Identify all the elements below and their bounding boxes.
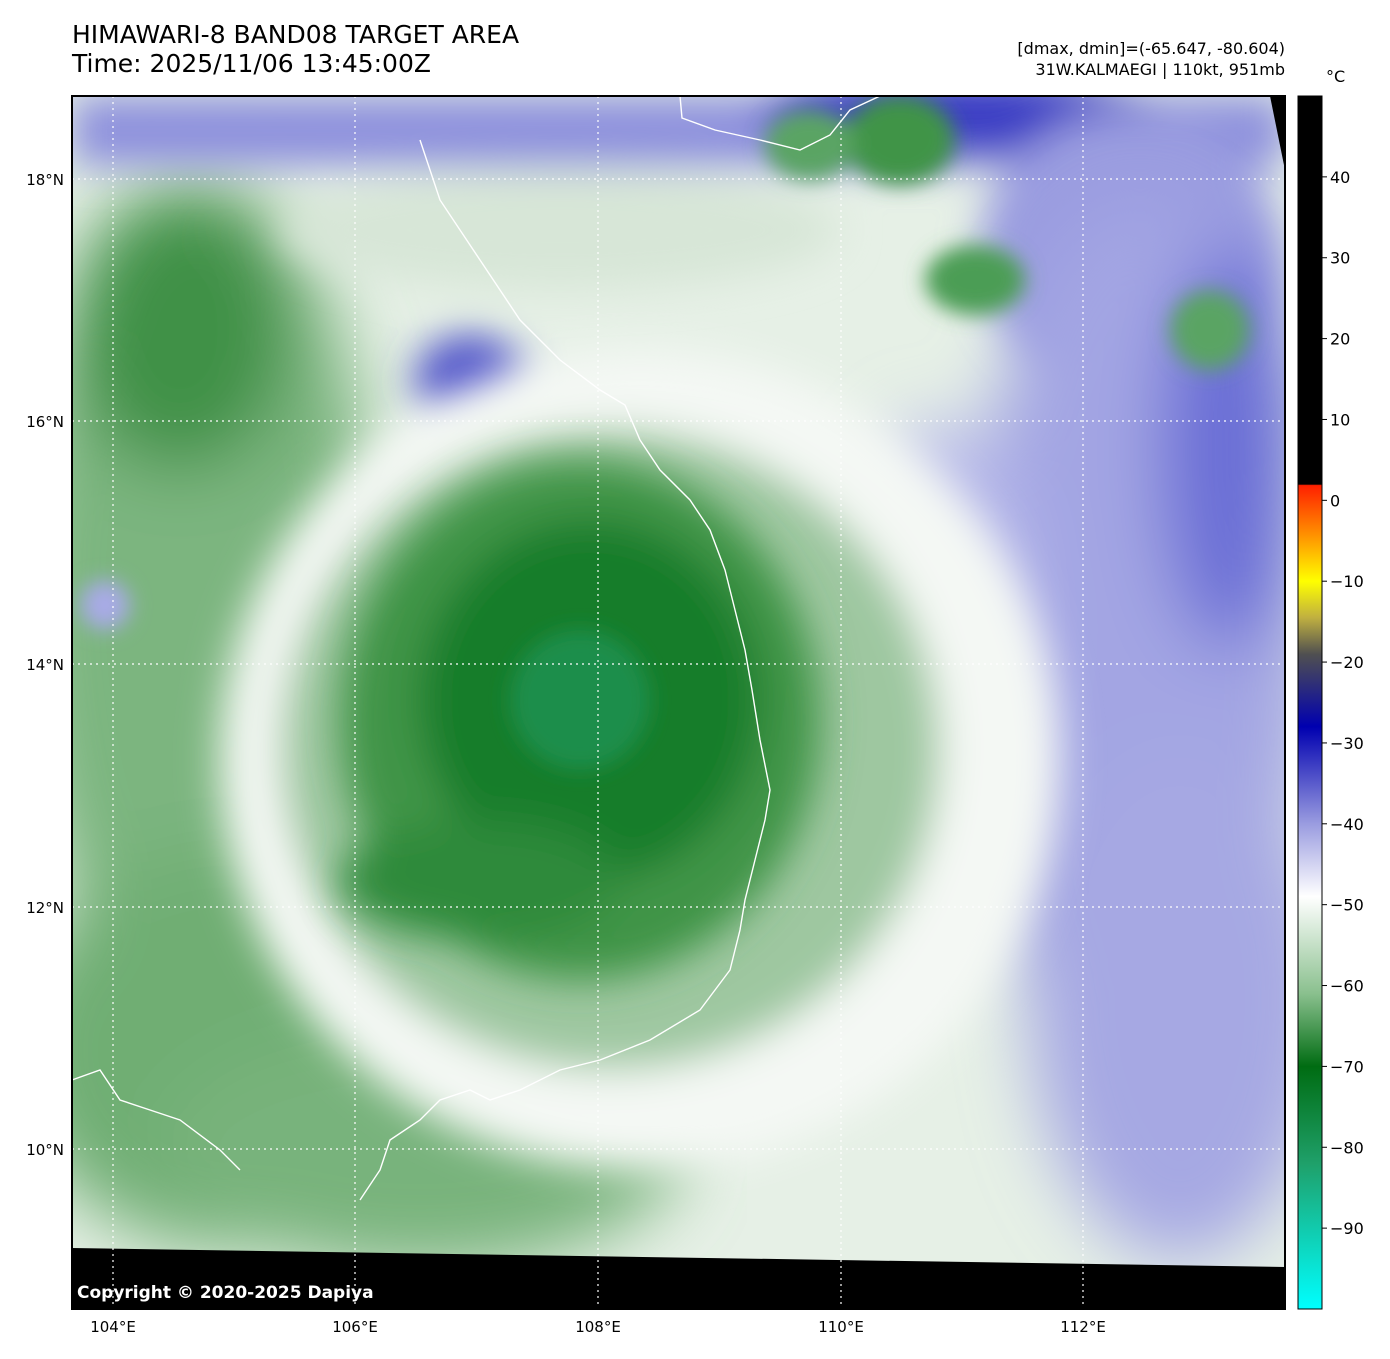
colorbar xyxy=(1297,95,1323,1310)
graticule xyxy=(72,96,1285,1309)
title-line-1: HIMAWARI-8 BAND08 TARGET AREA xyxy=(72,20,520,49)
colorbar-tick-label: 10 xyxy=(1330,410,1350,429)
colorbar-tick-label: −50 xyxy=(1330,896,1364,915)
storm-label: 31W.KALMAEGI | 110kt, 951mb xyxy=(1035,60,1285,79)
colorbar-tick-label: 30 xyxy=(1330,249,1350,268)
lon-label: 104°E xyxy=(90,1318,136,1336)
lon-label: 108°E xyxy=(575,1318,621,1336)
colorbar-tick-label: 20 xyxy=(1330,330,1350,349)
lat-axis: 18°N 16°N 14°N 12°N 10°N xyxy=(26,171,64,1159)
lon-label: 110°E xyxy=(818,1318,864,1336)
colorbar-tick-label: −30 xyxy=(1330,734,1364,753)
colorbar-tick-label: −60 xyxy=(1330,977,1364,996)
lat-label: 18°N xyxy=(26,171,64,189)
colorbar-tick-label: 40 xyxy=(1330,168,1350,187)
map-frame xyxy=(71,95,1286,1310)
colorbar-tick-label: −70 xyxy=(1330,1057,1364,1076)
lat-label: 10°N xyxy=(26,1141,64,1159)
colorbar-tick-label: −40 xyxy=(1330,815,1364,834)
colorbar-tick-label: −20 xyxy=(1330,653,1364,672)
chart-title: HIMAWARI-8 BAND08 TARGET AREA Time: 2025… xyxy=(72,20,519,78)
colorbar-ticks: 40 30 20 10 0 −10 −20 −30 −40 −50 −60 −70 −80 −90 xyxy=(1322,168,1364,1238)
imagery-layer xyxy=(72,96,1285,1309)
colorbar-tick-label: −90 xyxy=(1330,1219,1364,1238)
lat-label: 16°N xyxy=(26,413,64,431)
colorbar-tick-label: 0 xyxy=(1330,491,1340,510)
lon-axis: 104°E 106°E 108°E 110°E 112°E xyxy=(90,1318,1106,1336)
lat-label: 12°N xyxy=(26,899,64,917)
colorbar-tick-label: −10 xyxy=(1330,572,1364,591)
colorbar-tick-label: −80 xyxy=(1330,1138,1364,1157)
storm-info: [dmax, dmin]=(-65.647, -80.604) 31W.KALM… xyxy=(1017,38,1285,80)
colorbar-unit: °C xyxy=(1326,67,1346,86)
data-range-label: [dmax, dmin]=(-65.647, -80.604) xyxy=(1017,39,1285,58)
coastline xyxy=(72,96,881,1201)
lon-label: 112°E xyxy=(1060,1318,1106,1336)
title-line-2: Time: 2025/11/06 13:45:00Z xyxy=(72,49,431,78)
lat-label: 14°N xyxy=(26,656,64,674)
lon-label: 106°E xyxy=(332,1318,378,1336)
copyright-label: Copyright © 2020-2025 Dapiya xyxy=(77,1283,374,1303)
